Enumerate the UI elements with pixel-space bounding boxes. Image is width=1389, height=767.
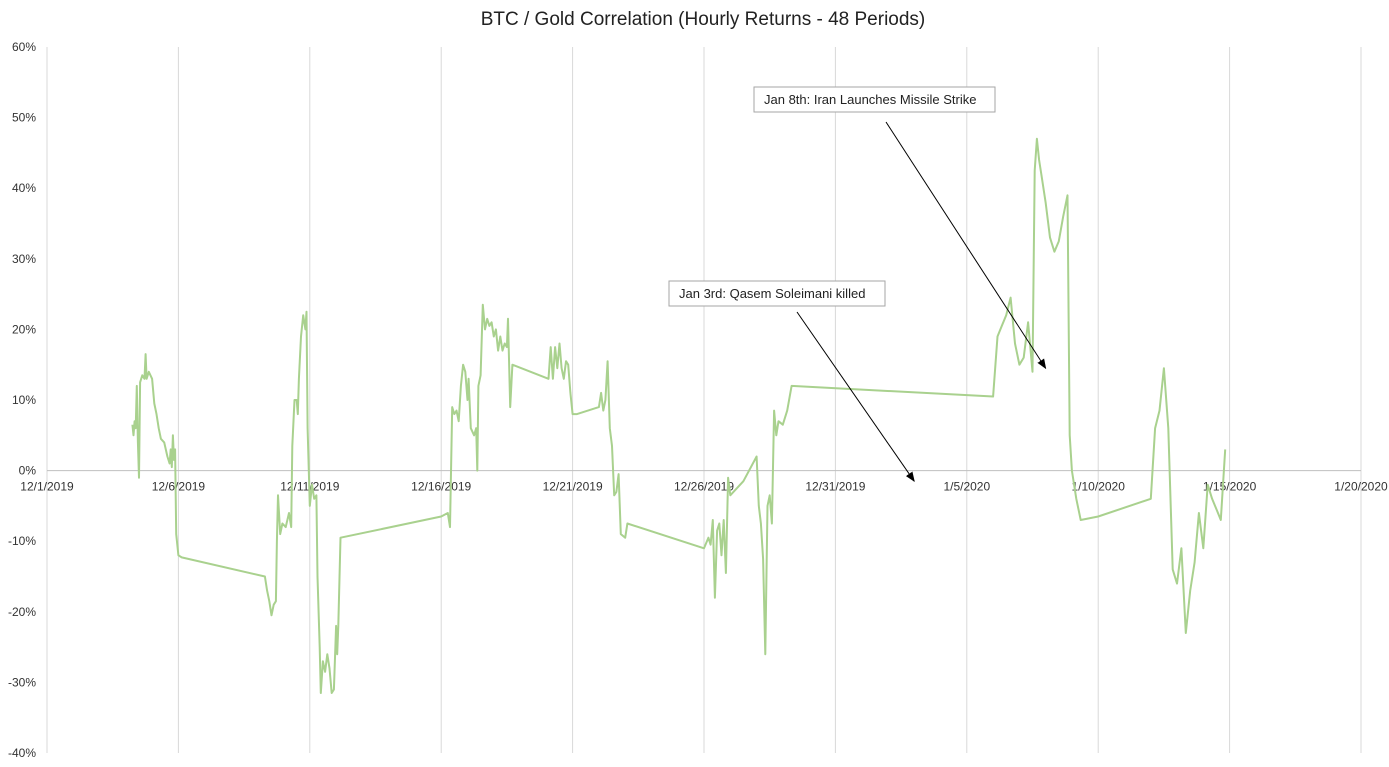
annotation-layer: Jan 3rd: Qasem Soleimani killed Jan 8th: … xyxy=(668,86,1047,483)
annotation-label: Jan 8th: Iran Launches Missile Strike xyxy=(764,92,976,107)
x-tick-label: 12/6/2019 xyxy=(152,480,206,494)
x-tick-label: 1/5/2020 xyxy=(943,480,990,494)
x-tick-label: 1/15/2020 xyxy=(1203,480,1257,494)
y-tick-label: 10% xyxy=(12,393,36,407)
y-tick-label: 0% xyxy=(19,464,37,478)
annotation-arrow xyxy=(796,311,915,483)
y-tick-label: -10% xyxy=(8,534,36,548)
x-tick-label: 1/10/2020 xyxy=(1072,480,1126,494)
grid-layer xyxy=(46,47,1362,753)
annotation-box xyxy=(753,86,996,113)
x-tick-label: 12/26/2019 xyxy=(674,480,734,494)
annotation-box xyxy=(668,280,886,307)
series-layer xyxy=(131,137,1227,694)
x-tick-label: 12/1/2019 xyxy=(20,480,74,494)
chart-title: BTC / Gold Correlation (Hourly Returns -… xyxy=(481,9,926,30)
y-tick-label: 40% xyxy=(12,181,36,195)
annotation-label: Jan 3rd: Qasem Soleimani killed xyxy=(679,286,865,301)
y-tick-label: 60% xyxy=(12,40,36,54)
annotation-arrow xyxy=(885,121,1047,370)
y-tick-label: 50% xyxy=(12,111,36,125)
x-tick-label: 1/20/2020 xyxy=(1334,480,1388,494)
y-tick-label: -20% xyxy=(8,605,36,619)
axis-layer: 12/1/2019 12/6/2019 12/11/2019 12/16/2019 12… xyxy=(8,40,1388,760)
y-tick-label: 20% xyxy=(12,322,36,336)
y-tick-label: -30% xyxy=(8,675,36,689)
y-tick-label: 30% xyxy=(12,252,36,266)
series-line xyxy=(131,137,1227,694)
x-tick-label: 12/31/2019 xyxy=(805,480,865,494)
x-tick-label: 12/21/2019 xyxy=(543,480,603,494)
x-tick-label: 12/16/2019 xyxy=(411,480,471,494)
y-tick-label: -40% xyxy=(8,746,36,760)
